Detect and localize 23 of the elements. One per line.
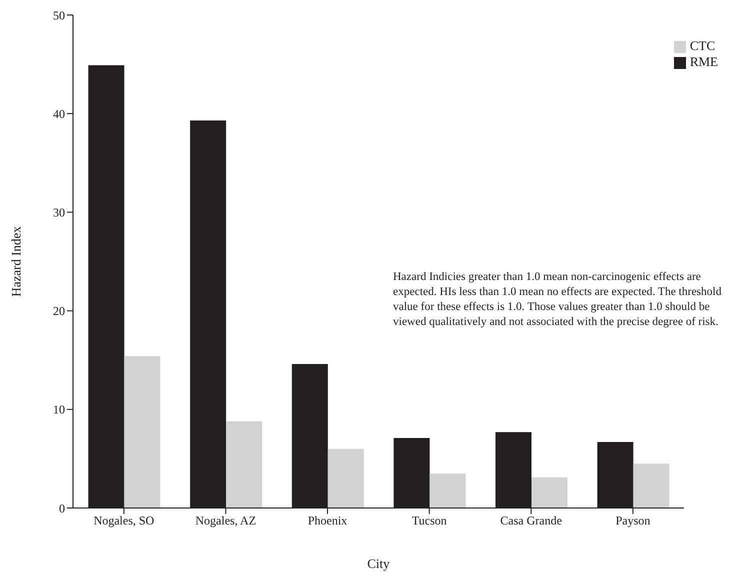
x-tick-label: Nogales, SO (94, 514, 155, 528)
x-tick-label: Phoenix (308, 514, 348, 528)
x-axis-title: City (367, 556, 390, 571)
legend-label: RME (690, 54, 718, 69)
y-axis-title: Hazard Index (8, 226, 24, 297)
x-tick-label: Payson (616, 514, 650, 528)
bar (226, 421, 262, 508)
bar (328, 448, 364, 508)
bar (633, 464, 670, 508)
y-tick-label: 20 (53, 304, 65, 318)
x-tick-label: Nogales, AZ (195, 514, 256, 528)
legend-label: CTC (690, 38, 716, 53)
y-tick-label: 30 (53, 205, 65, 220)
bar (430, 473, 466, 508)
y-tick-label: 10 (53, 402, 65, 417)
y-tick-label: 50 (53, 8, 65, 22)
annotation: Hazard Indicies greater than 1.0 mean non-carcinogenic effects are expected. HIs less than 1.0 mean no effects are expected. The threshold value for these effects is 1.0. Those values greater than 1.0 should be viewed qualitatively and not associated with the precise degree of risk. (393, 270, 722, 330)
x-tick-label: Tucson (412, 514, 447, 528)
bar (124, 356, 160, 508)
bar (531, 477, 568, 508)
x-tick-label: Casa Grande (500, 514, 562, 528)
y-tick-label: 40 (53, 106, 65, 121)
y-tick-label: 0 (59, 501, 65, 516)
